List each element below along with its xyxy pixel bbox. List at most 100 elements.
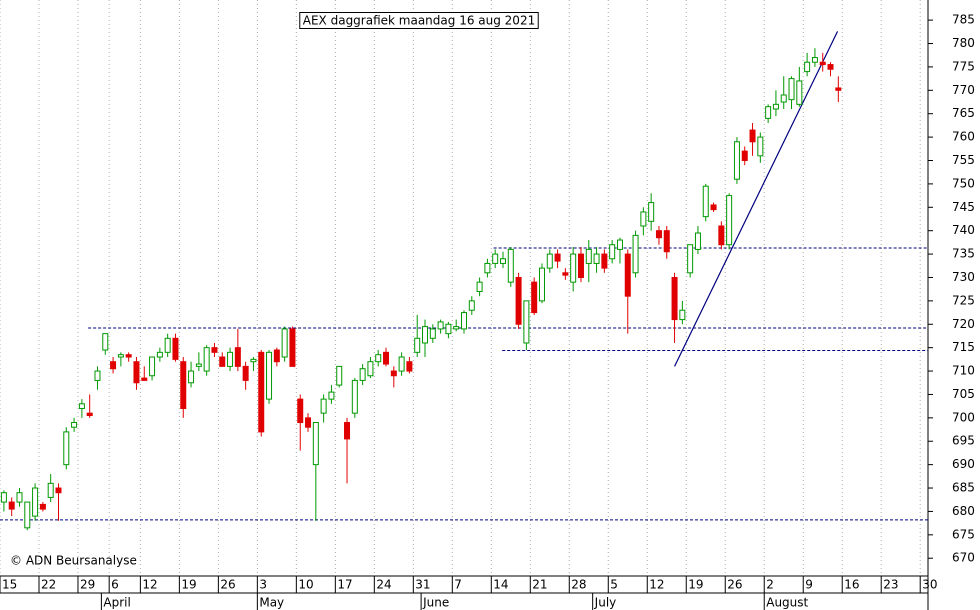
candle-body bbox=[437, 321, 444, 330]
candle-body bbox=[632, 234, 639, 274]
candle-body bbox=[344, 422, 351, 440]
candle-body bbox=[47, 482, 54, 498]
candle-body bbox=[593, 253, 600, 264]
y-tick-label: 725 bbox=[952, 293, 975, 307]
candle-body bbox=[266, 351, 273, 400]
candle-body bbox=[694, 232, 701, 250]
y-tick-label: 735 bbox=[952, 247, 975, 261]
candle-body bbox=[63, 431, 70, 466]
candle-body bbox=[336, 365, 343, 386]
x-tick-label: 15 bbox=[2, 578, 17, 592]
month-label: April bbox=[103, 596, 130, 610]
candle-body bbox=[39, 503, 46, 510]
candle-body bbox=[102, 333, 109, 351]
candle-body bbox=[258, 351, 265, 433]
candle-body bbox=[242, 365, 249, 381]
candle-body bbox=[78, 403, 85, 409]
y-tick-label: 685 bbox=[952, 481, 975, 495]
candle-body bbox=[180, 361, 187, 409]
candle-body bbox=[351, 379, 358, 414]
candle-body bbox=[538, 267, 545, 302]
month-label: June bbox=[422, 596, 449, 610]
candle-body bbox=[562, 272, 569, 276]
candle-body bbox=[227, 351, 234, 367]
x-tick-label: 9 bbox=[805, 578, 813, 592]
candle-body bbox=[94, 370, 101, 381]
x-tick-label: 12 bbox=[142, 578, 157, 592]
candle-body bbox=[476, 281, 483, 293]
x-tick-label: 17 bbox=[337, 578, 352, 592]
candle-body bbox=[523, 300, 530, 344]
candle-body bbox=[297, 398, 304, 424]
candle-body bbox=[172, 337, 179, 360]
y-tick-label: 775 bbox=[952, 59, 975, 73]
candle-body bbox=[772, 103, 779, 110]
candle-body bbox=[585, 248, 592, 264]
candle-body bbox=[406, 361, 413, 372]
candle-body bbox=[359, 368, 366, 381]
candle-body bbox=[71, 422, 78, 428]
x-tick-label: 29 bbox=[80, 578, 95, 592]
candle-body bbox=[55, 487, 62, 494]
candle-body bbox=[640, 211, 647, 227]
candle-body bbox=[0, 492, 7, 503]
x-tick-label: 2 bbox=[766, 578, 774, 592]
copyright: © ADN Beursanalyse bbox=[10, 554, 137, 568]
candle-body bbox=[546, 253, 553, 269]
candle-body bbox=[648, 202, 655, 222]
candle-body bbox=[718, 225, 725, 246]
candle-body bbox=[16, 492, 23, 503]
x-tick-label: 14 bbox=[493, 578, 508, 592]
y-tick-label: 675 bbox=[952, 527, 975, 541]
x-tick-label: 30 bbox=[922, 578, 937, 592]
x-tick-label: 31 bbox=[415, 578, 430, 592]
candle-body bbox=[624, 253, 631, 297]
candle-body bbox=[445, 323, 452, 335]
y-tick-label: 710 bbox=[952, 364, 975, 378]
y-tick-label: 700 bbox=[952, 410, 975, 424]
candle-body bbox=[390, 370, 397, 377]
title-box bbox=[299, 12, 539, 29]
y-tick-label: 780 bbox=[952, 36, 975, 50]
candle-body bbox=[757, 136, 764, 157]
candle-body bbox=[835, 87, 842, 91]
x-tick-label: 5 bbox=[610, 578, 618, 592]
candle-body bbox=[601, 253, 608, 269]
candle-body bbox=[141, 377, 148, 381]
grid bbox=[0, 0, 921, 576]
candle-body bbox=[515, 276, 522, 325]
y-tick-label: 750 bbox=[952, 176, 975, 190]
x-tick-label: 24 bbox=[376, 578, 391, 592]
candle-body bbox=[741, 150, 748, 161]
candle-body bbox=[710, 204, 717, 211]
candle-body bbox=[8, 501, 15, 510]
candle-body bbox=[164, 337, 171, 353]
candle-body bbox=[663, 230, 670, 253]
month-label: July bbox=[594, 596, 617, 610]
candle-body bbox=[507, 248, 514, 283]
candle-body bbox=[125, 354, 132, 358]
x-tick-label: 21 bbox=[532, 578, 547, 592]
candle-body bbox=[383, 351, 390, 365]
y-tick-label: 730 bbox=[952, 270, 975, 284]
candle-body bbox=[671, 276, 678, 321]
candle-body bbox=[281, 328, 288, 358]
candle-body bbox=[687, 244, 694, 274]
candle-body bbox=[250, 358, 257, 363]
x-tick-label: 10 bbox=[298, 578, 313, 592]
candle-body bbox=[312, 422, 319, 466]
candle-body bbox=[726, 195, 733, 246]
x-tick-label: 7 bbox=[454, 578, 462, 592]
y-tick-label: 695 bbox=[952, 434, 975, 448]
y-tick-label: 770 bbox=[952, 83, 975, 97]
y-tick-label: 755 bbox=[952, 153, 975, 167]
candle-body bbox=[203, 347, 210, 372]
month-label: May bbox=[259, 596, 284, 610]
x-tick-label: 6 bbox=[111, 578, 119, 592]
month-label: August bbox=[766, 596, 808, 610]
candle-body bbox=[733, 141, 740, 180]
candle-body bbox=[655, 230, 662, 239]
candle-body bbox=[289, 328, 296, 367]
candle-body bbox=[609, 244, 616, 260]
candle-body bbox=[367, 361, 374, 377]
